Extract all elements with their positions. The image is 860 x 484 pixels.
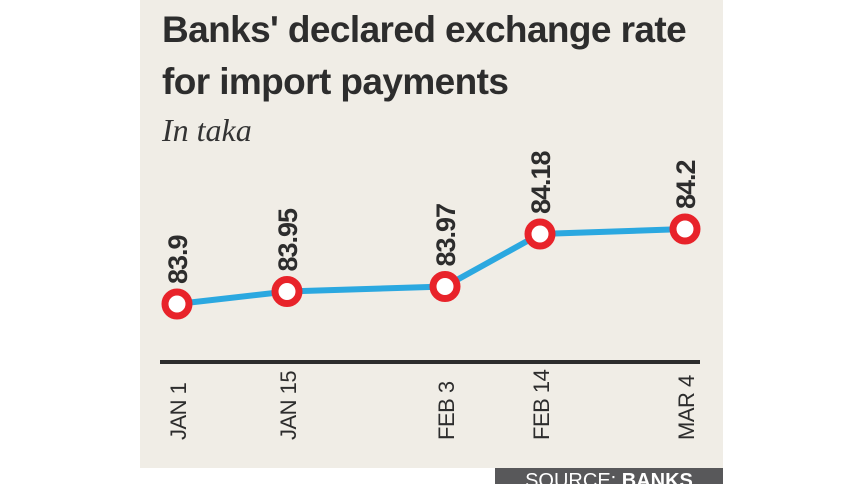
x-tick-label: JAN 15 [276,371,301,440]
data-label: 84.18 [526,150,556,214]
chart-subtitle: In taka [162,112,252,148]
data-label: 83.9 [163,234,193,284]
x-tick-label: MAR 4 [674,375,699,440]
source-label: SOURCE: [525,470,617,484]
data-label: 83.95 [273,208,303,272]
data-point [669,213,701,245]
source-box: SOURCE: BANKS [495,468,723,484]
chart-title: Banks' declared exchange rate for import… [162,9,687,102]
x-tick-label: JAN 1 [166,382,191,440]
x-tick-label: FEB 3 [434,381,459,440]
data-label: 84.2 [671,160,701,209]
data-point [271,276,303,307]
x-tick-label: FEB 14 [529,369,554,440]
data-point [161,288,193,320]
source-value: BANKS [621,470,693,484]
data-point [429,271,461,302]
data-point [524,218,556,250]
data-label: 83.97 [431,204,461,267]
